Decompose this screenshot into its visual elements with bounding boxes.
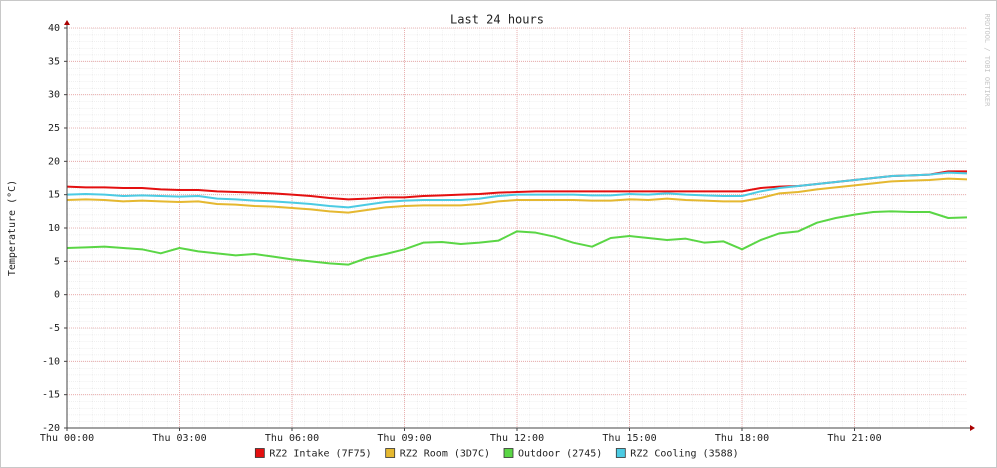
- x-arrow: [970, 425, 975, 431]
- watermark: RRDTOOL / TOBI OETIKER: [983, 14, 991, 108]
- legend-swatch: [385, 448, 396, 458]
- y-tick-label: 20: [48, 156, 60, 167]
- y-tick-label: -20: [42, 423, 60, 434]
- x-tick-label: Thu 21:00: [827, 433, 881, 444]
- legend-label: RZ2 Intake (7F75): [269, 449, 371, 460]
- y-tick-label: -5: [48, 323, 60, 334]
- series-line: [66, 210, 968, 266]
- grid: [66, 27, 967, 429]
- x-tick-label: Thu 03:00: [152, 433, 206, 444]
- legend-swatch: [615, 448, 626, 458]
- chart-title: Last 24 hours: [450, 13, 544, 27]
- y-axis-label: Temperature (°C): [7, 180, 18, 276]
- x-tick-label: Thu 12:00: [490, 433, 544, 444]
- legend: RZ2 Intake (7F75) RZ2 Room (3D7C) Outdoor …: [254, 448, 739, 460]
- y-tick-label: 30: [48, 90, 60, 101]
- y-tick-label: -15: [42, 390, 60, 401]
- legend-label: RZ2 Room (3D7C): [400, 449, 490, 460]
- x-tick-label: Thu 00:00: [40, 433, 94, 444]
- y-tick-label: 5: [54, 256, 60, 267]
- x-tick-label: Thu 18:00: [715, 433, 769, 444]
- y-tick-label: -10: [42, 356, 60, 367]
- axes: -20 -15 -10 -5 0 5 10 15 20 25 30 35 40 Thu 00:00 Thu …: [40, 20, 975, 444]
- series-line: [66, 177, 968, 214]
- legend-label: Outdoor (2745): [518, 449, 602, 460]
- y-tick-label: 0: [54, 290, 60, 301]
- series-line: [66, 171, 968, 209]
- y-tick-label: 40: [48, 23, 60, 34]
- x-tick-label: Thu 06:00: [265, 433, 319, 444]
- y-tick-label: 15: [48, 190, 60, 201]
- x-tick-label: Thu 15:00: [602, 433, 656, 444]
- y-tick-label: 10: [48, 223, 60, 234]
- legend-swatch: [503, 448, 514, 458]
- legend-label: RZ2 Cooling (3588): [630, 449, 738, 460]
- y-arrow: [64, 20, 70, 25]
- legend-swatch: [254, 448, 265, 458]
- y-tick-label: 25: [48, 123, 60, 134]
- lines: [66, 170, 968, 266]
- x-tick-label: Thu 09:00: [377, 433, 431, 444]
- y-tick-label: 35: [48, 56, 60, 67]
